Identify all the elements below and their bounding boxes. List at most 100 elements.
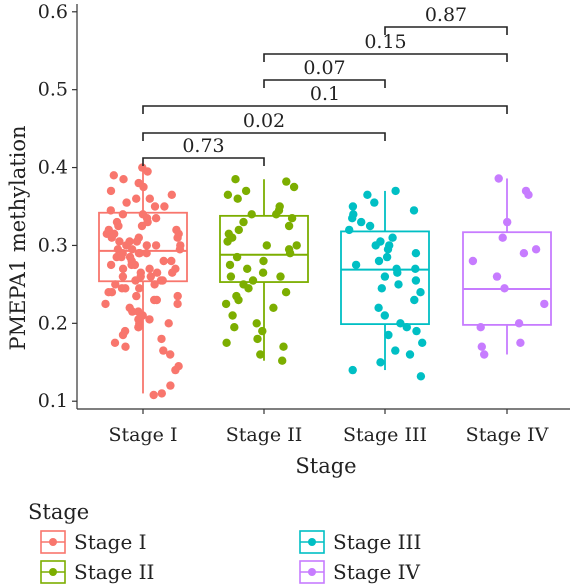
legend-key-dot <box>308 538 316 546</box>
data-point <box>243 264 252 273</box>
x-tick-label: Stage I <box>109 424 178 446</box>
x-axis-title: Stage <box>295 454 356 478</box>
data-point <box>157 334 166 344</box>
data-point <box>234 295 243 305</box>
bracket-line <box>384 26 508 35</box>
data-point <box>380 272 390 281</box>
data-point <box>226 272 236 281</box>
y-tick-label: 0.6 <box>38 1 68 23</box>
data-point <box>384 330 393 340</box>
data-point <box>348 214 357 223</box>
data-point <box>168 268 177 277</box>
data-point <box>149 390 158 400</box>
data-point <box>494 174 503 183</box>
data-point <box>132 194 141 203</box>
y-tick-label: 0.4 <box>38 157 68 179</box>
data-point <box>119 175 128 184</box>
data-point <box>118 330 128 340</box>
data-point <box>159 346 168 355</box>
data-point <box>101 299 110 309</box>
data-point <box>143 167 152 176</box>
data-point <box>524 190 533 199</box>
data-point <box>276 272 285 281</box>
data-point <box>289 182 299 192</box>
legend: Stage I Stage II Stage III Stage IV <box>40 530 421 584</box>
data-point <box>351 260 361 270</box>
p-value-label: 0.87 <box>425 4 467 26</box>
data-point <box>150 295 159 305</box>
data-point <box>281 288 291 297</box>
data-point <box>118 272 128 281</box>
bracket: 0.02 <box>142 110 386 141</box>
jitter-points <box>101 163 549 400</box>
bracket: 0.07 <box>263 57 386 88</box>
data-point <box>519 249 529 258</box>
data-point <box>412 326 421 336</box>
data-point <box>380 311 389 320</box>
legend-label: Stage IV <box>333 560 421 584</box>
data-point <box>256 350 265 359</box>
data-point <box>173 233 182 242</box>
data-point <box>468 256 478 266</box>
data-point <box>477 342 486 351</box>
box-4 <box>462 178 552 355</box>
bracket: 0.73 <box>142 135 265 166</box>
data-point <box>516 338 525 347</box>
data-point <box>159 256 168 266</box>
data-point <box>253 334 262 344</box>
box-iqr <box>219 214 309 283</box>
data-point <box>107 233 117 242</box>
data-point <box>244 284 253 293</box>
data-point <box>160 202 169 211</box>
data-point <box>171 365 180 375</box>
data-point <box>540 299 549 309</box>
data-point <box>114 221 123 231</box>
legend-item: Stage IV <box>299 560 421 584</box>
data-point <box>234 225 243 235</box>
data-point <box>130 260 140 270</box>
data-point <box>104 288 113 297</box>
data-point <box>239 217 248 227</box>
significance-brackets: 0.73 0.02 0.1 0.07 0.15 0.87 <box>142 4 508 166</box>
data-point <box>241 186 251 196</box>
p-value-label: 0.73 <box>182 135 224 157</box>
bracket-line <box>263 53 508 62</box>
data-point <box>167 256 176 266</box>
data-point <box>173 291 182 301</box>
data-point <box>348 365 357 375</box>
data-point <box>345 225 354 235</box>
y-tick-label: 0.2 <box>38 312 68 334</box>
data-point <box>121 342 130 351</box>
data-point <box>370 198 379 207</box>
data-point <box>416 288 425 297</box>
box-layer <box>98 167 552 394</box>
data-point <box>292 241 301 250</box>
data-point <box>376 358 385 367</box>
data-point <box>128 307 137 316</box>
data-point <box>109 171 119 180</box>
data-point <box>157 389 166 398</box>
data-point <box>231 175 240 184</box>
box-iqr <box>340 230 430 326</box>
data-point <box>348 202 358 211</box>
data-point <box>405 350 415 359</box>
data-point <box>122 198 131 207</box>
x-tick-label: Stage IV <box>466 424 549 446</box>
data-point <box>128 245 137 254</box>
data-point <box>252 319 261 328</box>
data-point <box>385 241 394 250</box>
data-point <box>166 350 175 359</box>
data-point <box>411 276 421 285</box>
p-value-label: 0.02 <box>243 110 285 132</box>
data-point <box>377 284 386 293</box>
data-point <box>166 381 175 390</box>
y-axis-title: PMEPA1 methylation <box>6 125 30 350</box>
data-point <box>150 202 160 211</box>
bracket: 0.15 <box>263 31 508 62</box>
legend-key-dot <box>49 538 57 546</box>
data-point <box>279 342 288 351</box>
data-point <box>492 272 502 281</box>
data-point <box>259 256 268 266</box>
data-point <box>106 186 116 196</box>
